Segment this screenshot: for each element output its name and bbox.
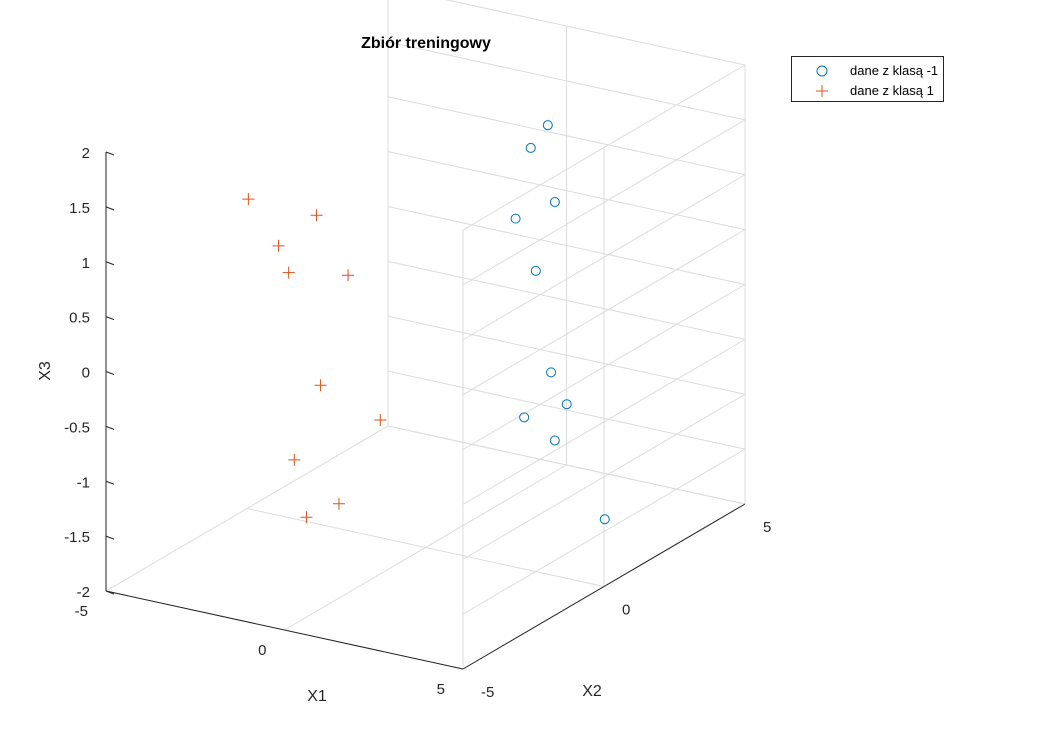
x3-axis-label: X3: [37, 361, 54, 381]
x1-tick-label: -5: [75, 603, 88, 620]
data-point-class-neg1: [549, 435, 560, 446]
x1-axis-label: X1: [307, 688, 327, 705]
x3-tick-mark: [105, 371, 115, 375]
x3-tick-mark: [105, 590, 115, 595]
data-point-class-1: [342, 269, 355, 282]
x2-tick-label: 5: [763, 519, 771, 536]
data-point-class-1: [374, 413, 387, 426]
x3-tick-label: 0: [82, 365, 90, 382]
data-point-class-1: [272, 239, 285, 252]
data-point-class-1: [282, 266, 295, 279]
wall-grid-line: [462, 284, 746, 450]
legend-label: dane z klasą 1: [850, 83, 934, 98]
wall-grid-line: [462, 393, 746, 560]
data-point-class-1: [242, 193, 255, 206]
wall-grid-line: [387, 41, 746, 121]
floor-grid-line: [246, 508, 605, 587]
wall-grid-line: [445, 0, 746, 66]
x3-tick-label: -2: [77, 584, 90, 601]
data-points: [242, 120, 610, 525]
data-point-class-neg1: [599, 514, 610, 525]
data-point-class-1: [288, 453, 301, 466]
x3-tick-label: 1.5: [69, 200, 90, 217]
chart-title: Zbiór treningowy: [361, 35, 491, 52]
wall-grid-line: [387, 315, 746, 395]
data-point-class-neg1: [546, 367, 557, 378]
x2-axis-label: X2: [582, 683, 602, 700]
wall-grid-line: [462, 448, 746, 615]
circle-marker-icon: [816, 65, 828, 77]
wall-grid-line: [387, 96, 746, 176]
x2-axis-line: [462, 503, 746, 670]
legend-item-class-1: dane z klasą 1: [792, 81, 943, 101]
x3-tick-label: 0.5: [69, 310, 90, 327]
legend-label: dane z klasą -1: [850, 63, 939, 78]
data-point-class-1: [310, 209, 323, 222]
data-point-class-1: [332, 497, 345, 510]
x3-tick-label: -1: [77, 474, 90, 491]
wall-grid-line: [462, 64, 746, 231]
wall-grid-line: [387, 425, 746, 505]
data-point-class-neg1: [519, 412, 530, 423]
x3-tick-label: 2: [82, 145, 90, 162]
data-point-class-neg1: [510, 213, 521, 224]
wall-grid-line: [387, 206, 746, 285]
x3-tick-label: 1: [82, 255, 90, 272]
data-point-class-neg1: [549, 197, 560, 208]
x2-tick-label: 0: [622, 602, 630, 619]
x1-tick-label: 5: [437, 681, 445, 698]
axis-lines: [105, 151, 746, 670]
data-point-class-1: [300, 511, 313, 524]
data-point-class-neg1: [542, 120, 553, 131]
legend-item-class-neg1: dane z klasą -1: [792, 61, 943, 81]
data-point-class-neg1: [525, 142, 536, 153]
tick-labels: -5 0 5 -5 0 5 -2 -1.5 -1 -0.5 0 0.5 1 1.5 2: [64, 145, 771, 701]
data-point-class-1: [314, 379, 327, 392]
x3-tick-mark: [105, 206, 115, 211]
wall-grid-line: [387, 370, 746, 450]
x3-tick-mark: [105, 535, 115, 540]
x3-tick-mark: [105, 151, 115, 156]
x3-tick-mark: [105, 261, 115, 266]
x1-axis-line: [105, 590, 464, 670]
data-point-class-neg1: [530, 265, 541, 276]
legend: dane z klasą -1 dane z klasą 1: [791, 56, 944, 102]
x3-tick-mark: [105, 480, 115, 485]
data-point-class-neg1: [561, 399, 572, 410]
wall-grid-line: [462, 229, 746, 396]
plus-marker-icon: [816, 85, 828, 97]
x3-tick-label: -1.5: [64, 529, 90, 546]
x2-tick-label: -5: [481, 684, 494, 701]
wall-grid-line: [387, 151, 746, 231]
grid-lines: [105, 0, 746, 670]
wall-grid-line: [462, 174, 746, 341]
x3-tick-mark: [105, 316, 115, 321]
wall-grid-line: [462, 338, 746, 505]
x3-tick-label: -0.5: [64, 419, 90, 436]
x3-tick-mark: [105, 425, 115, 430]
wall-grid-line: [462, 119, 746, 286]
x1-tick-label: 0: [258, 642, 266, 659]
wall-grid-line: [387, 260, 746, 340]
